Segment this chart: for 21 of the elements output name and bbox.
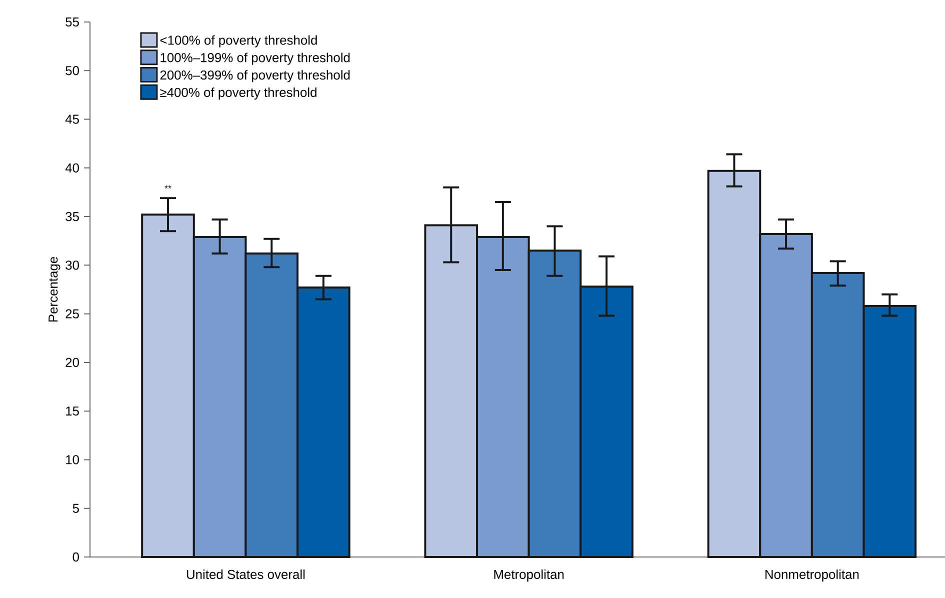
y-tick-label: 0 — [72, 552, 79, 562]
y-tick-label: 45 — [65, 114, 79, 124]
x-tick-label: Metropolitan — [494, 570, 564, 582]
y-tick-label: 5 — [72, 504, 79, 513]
legend-label: ≥400% of poverty threshold — [160, 88, 316, 100]
legend-label: 200%–399% of poverty threshold — [160, 70, 350, 82]
y-tick-label: 15 — [66, 406, 79, 416]
y-tick-label: 40 — [65, 163, 79, 172]
annotation: ** — [164, 185, 172, 189]
x-tick-label: United States overall — [186, 570, 305, 580]
y-tick-label: 30 — [66, 260, 79, 270]
legend-label: <100% of poverty threshold — [160, 35, 317, 48]
y-tick-label: 35 — [66, 212, 79, 222]
y-tick-label: 50 — [66, 66, 79, 76]
legend-label: 100%–199% of poverty threshold — [160, 52, 350, 65]
y-tick-label: 20 — [66, 358, 79, 368]
x-tick-label: Nonmetropolitan — [765, 570, 859, 582]
y-axis-title: Percentage — [48, 256, 60, 322]
y-tick-label: 10 — [66, 455, 79, 464]
y-tick-label: 55 — [66, 17, 79, 27]
y-tick-label: 25 — [66, 309, 79, 318]
